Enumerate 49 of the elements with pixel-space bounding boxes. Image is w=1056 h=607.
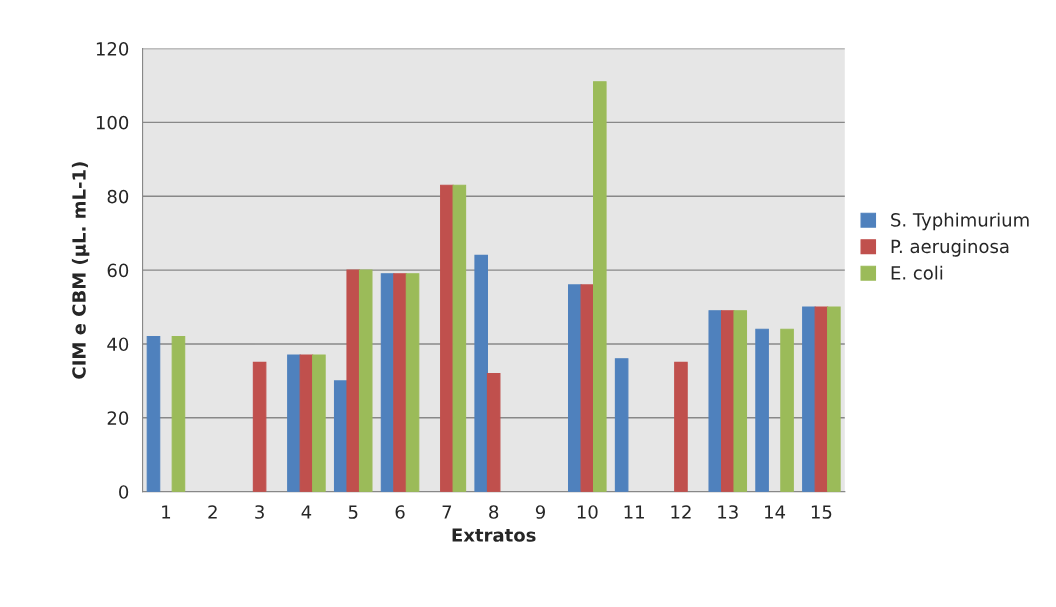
bar — [733, 310, 748, 492]
x-tick-label: 3 — [255, 505, 264, 519]
x-tick-label: 4 — [301, 505, 312, 519]
bar — [827, 306, 841, 492]
y-tick-label: 80 — [107, 189, 129, 204]
bar — [592, 81, 607, 492]
x-axis-title: Extratos — [452, 528, 536, 542]
bar — [780, 328, 794, 492]
bar — [358, 269, 373, 492]
x-tick-label: 6 — [395, 505, 405, 519]
x-tick-label: 11 — [624, 505, 644, 519]
x-tick-label: 1 — [162, 505, 171, 519]
y-tick-label: 100 — [96, 115, 129, 130]
x-tick-label: 7 — [442, 505, 452, 519]
bar — [171, 336, 186, 492]
y-tick-label: 20 — [107, 411, 129, 425]
y-tick-label: 0 — [119, 485, 129, 499]
y-tick-label: 60 — [107, 263, 129, 278]
bar — [346, 269, 361, 492]
bar — [708, 310, 723, 492]
x-tick-label: 8 — [489, 505, 499, 519]
x-tick-label: 12 — [671, 505, 691, 519]
x-tick-label: 2 — [208, 505, 217, 519]
x-tick-label: 15 — [811, 505, 832, 519]
x-tick-label: 9 — [535, 505, 545, 519]
bar — [474, 254, 488, 492]
x-tick-label: 14 — [765, 505, 786, 519]
bar — [252, 361, 267, 492]
bar — [452, 184, 467, 492]
bar — [146, 336, 161, 492]
legend-label: E. coli — [891, 265, 943, 280]
bar — [393, 273, 407, 492]
bar — [580, 284, 595, 492]
legend-label: S. Typhimurium — [891, 212, 1029, 231]
x-tick-label: 13 — [718, 505, 738, 519]
bar — [614, 358, 629, 492]
x-tick-label: 10 — [577, 505, 598, 519]
bar — [312, 354, 326, 492]
legend-label: P. aeruginosa — [891, 239, 1009, 257]
bar — [814, 306, 829, 492]
bar — [674, 361, 688, 492]
y-axis-title: CIM e CBM (µL. mL-1) — [71, 162, 90, 379]
bar — [405, 273, 420, 492]
bar — [755, 328, 769, 492]
y-tick-label: 40 — [107, 337, 129, 352]
y-tick-label: 120 — [96, 42, 129, 56]
bar — [486, 372, 501, 492]
x-tick-label: 5 — [348, 505, 358, 519]
bar — [287, 354, 301, 492]
